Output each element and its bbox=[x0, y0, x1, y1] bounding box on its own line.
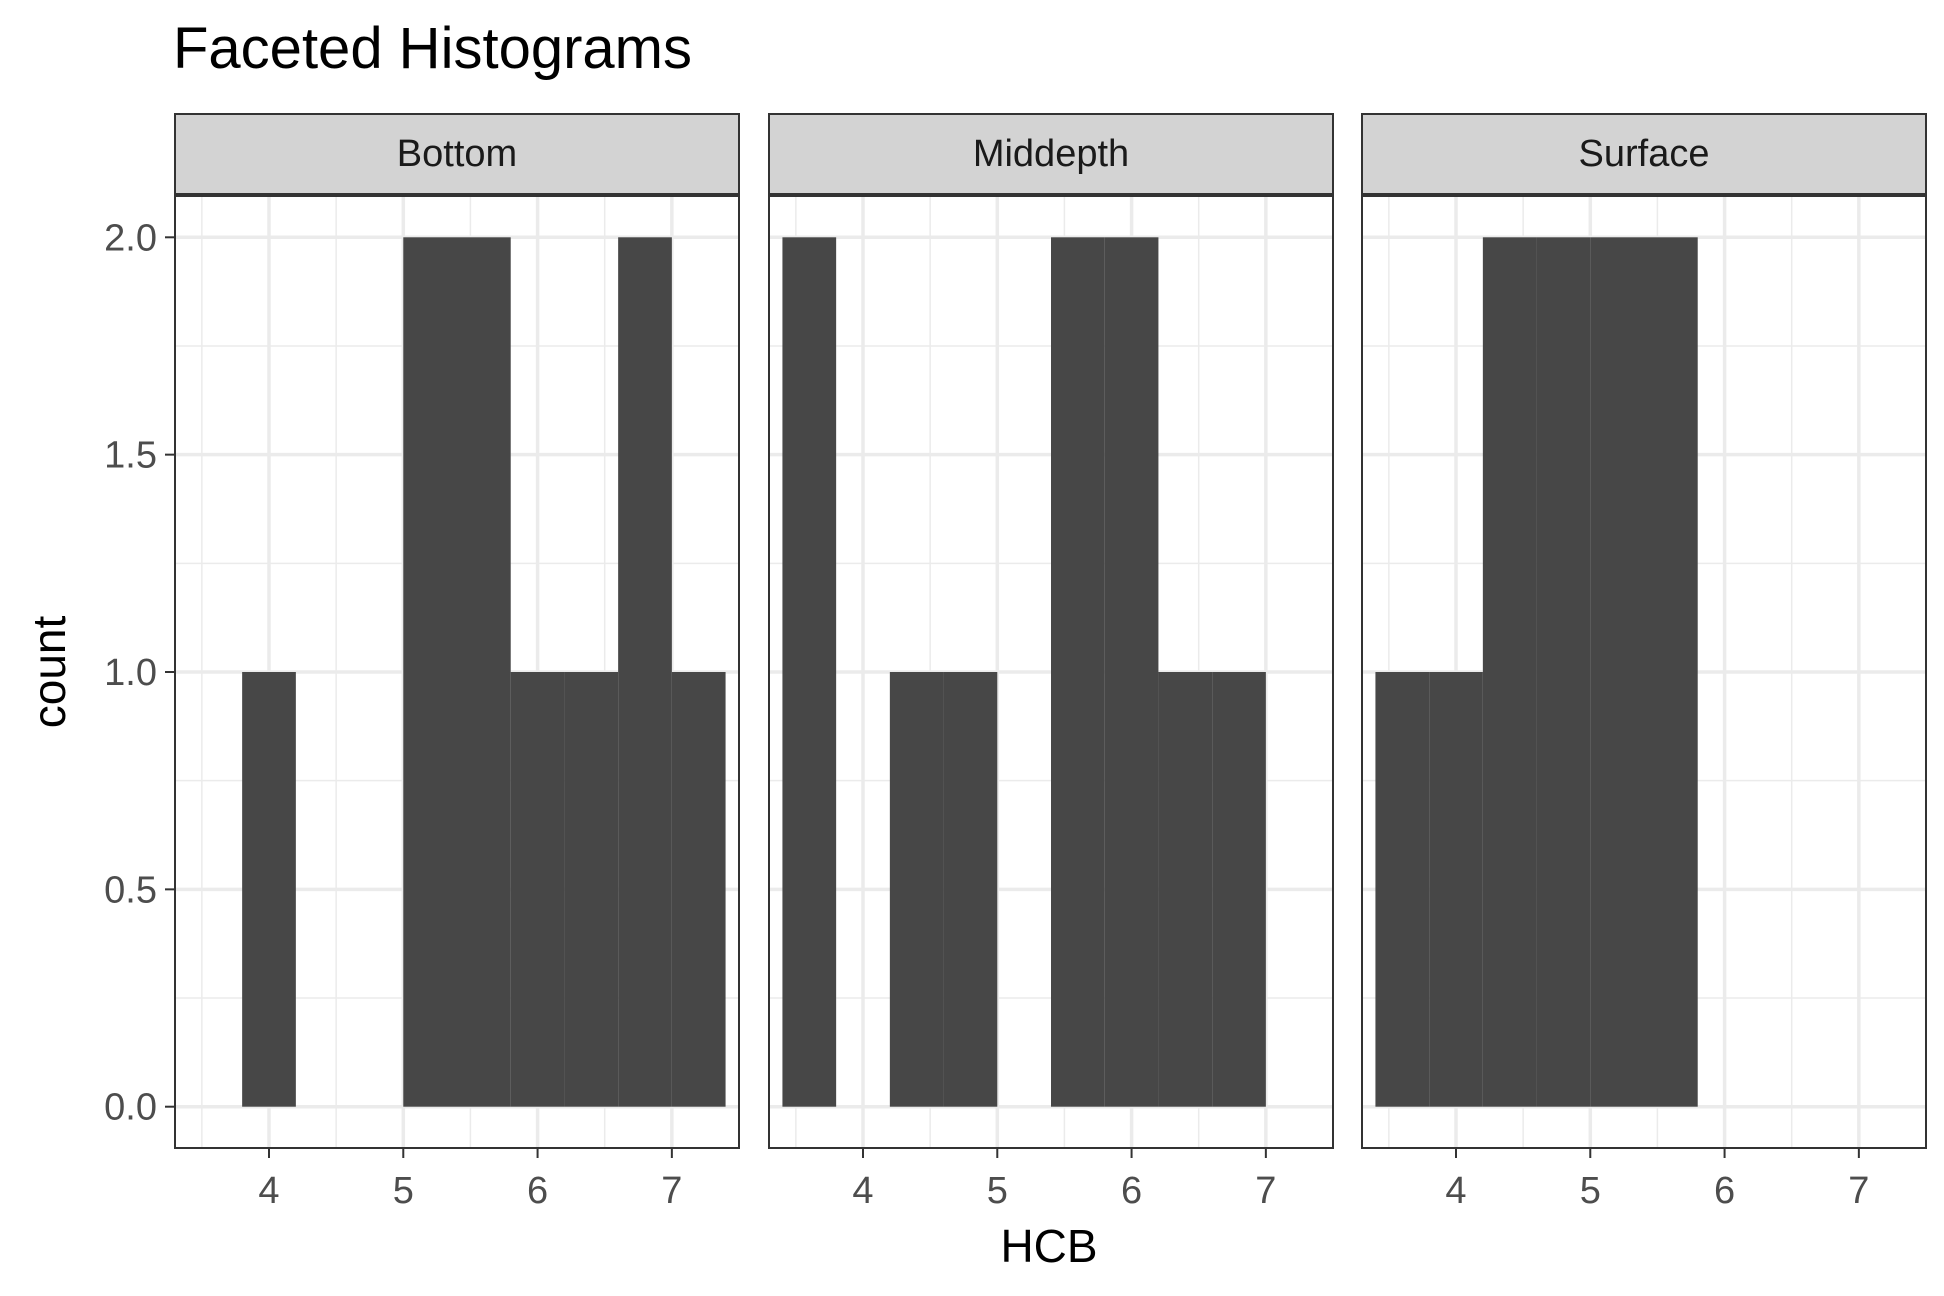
histogram-bar bbox=[1482, 237, 1537, 1107]
y-tick-label: 0.0 bbox=[104, 1087, 157, 1129]
histogram-bar bbox=[889, 672, 944, 1107]
chart-title: Faceted Histograms bbox=[173, 16, 692, 81]
x-tick-label: 7 bbox=[1255, 1170, 1276, 1212]
histogram-bar bbox=[943, 672, 998, 1107]
histogram-bar bbox=[1536, 237, 1591, 1107]
facet-panel-surface: Surface 4 5 6 7 bbox=[1361, 113, 1927, 1212]
histogram-bar bbox=[1104, 237, 1159, 1107]
y-tick-label: 1.5 bbox=[104, 435, 157, 477]
x-tick-label: 6 bbox=[1121, 1170, 1142, 1212]
histogram-bar bbox=[1429, 672, 1483, 1107]
histogram-bar bbox=[1644, 237, 1698, 1107]
histogram-bar bbox=[618, 237, 672, 1107]
facet-strip-label: Bottom bbox=[397, 133, 517, 175]
x-tick-label: 4 bbox=[258, 1170, 279, 1212]
histogram-bar bbox=[510, 672, 565, 1107]
histogram-bar bbox=[403, 237, 457, 1107]
x-tick-label: 7 bbox=[1848, 1170, 1869, 1212]
x-tick-label: 6 bbox=[527, 1170, 548, 1212]
facet-strip bbox=[174, 113, 740, 195]
panel-border bbox=[1361, 195, 1927, 1149]
x-axis-title: HCB bbox=[1000, 1220, 1097, 1272]
x-tick-label: 5 bbox=[1580, 1170, 1601, 1212]
histogram-bar bbox=[1375, 672, 1430, 1107]
panel-border bbox=[768, 195, 1334, 1149]
x-tick-label: 6 bbox=[1714, 1170, 1735, 1212]
histogram-bar bbox=[782, 237, 837, 1107]
y-tick-label: 2.0 bbox=[104, 217, 157, 259]
y-axis-title: count bbox=[23, 616, 75, 729]
x-tick-label: 4 bbox=[1445, 1170, 1466, 1212]
histogram-bar bbox=[671, 672, 726, 1107]
histogram-bar bbox=[564, 672, 619, 1107]
histogram-bar bbox=[1590, 237, 1644, 1107]
facet-strip bbox=[768, 113, 1334, 195]
histogram-bar bbox=[1158, 672, 1213, 1107]
facet-panel-bottom: Bottom 4 5 6 7 0.0 0.5 1.0 1.5 2.0 bbox=[104, 113, 740, 1212]
facet-strip-label: Surface bbox=[1579, 133, 1710, 175]
x-tick-label: 7 bbox=[661, 1170, 682, 1212]
facet-panel-middepth: Middepth 4 5 6 7 bbox=[768, 113, 1334, 1212]
histogram-bar bbox=[457, 237, 511, 1107]
y-tick-label: 0.5 bbox=[104, 869, 157, 911]
histogram-bar bbox=[1212, 672, 1266, 1107]
x-tick-label: 5 bbox=[393, 1170, 414, 1212]
histogram-bar bbox=[1051, 237, 1105, 1107]
facet-strip bbox=[1361, 113, 1927, 195]
facet-strip-label: Middepth bbox=[973, 133, 1129, 175]
x-tick-label: 5 bbox=[987, 1170, 1008, 1212]
y-tick-label: 1.0 bbox=[104, 652, 157, 694]
x-tick-label: 4 bbox=[852, 1170, 873, 1212]
histogram-bar bbox=[242, 672, 296, 1107]
